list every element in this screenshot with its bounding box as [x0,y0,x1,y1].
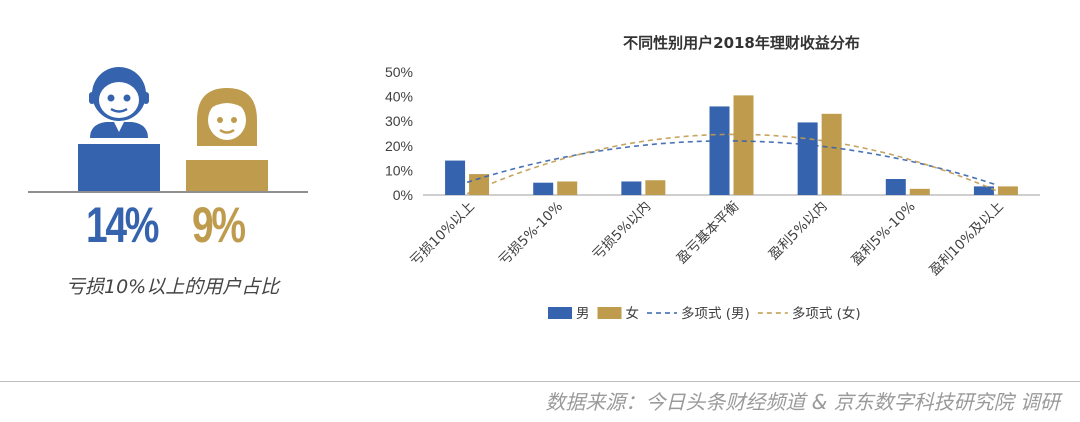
x-tick-label: 亏损5%-10% [496,198,566,268]
x-tick-label: 盈利5%-10% [848,198,918,268]
bar-male [445,160,466,195]
bar-male [973,186,994,195]
bar-female [821,113,842,195]
bar-male [709,106,730,195]
bar-female [733,95,754,195]
chart-svg: 不同性别用户2018年理财收益分布 0% 10% 20% 30% 40% 50% 亏损10%以… [385,34,1040,322]
bar-male [533,182,554,195]
x-tick-label: 亏损10%以上 [407,199,478,270]
x-tick-label: 盈亏基本平衡 [673,198,742,267]
bar-female [557,181,578,195]
y-tick-label: 20% [385,138,413,154]
legend-swatch [597,307,622,319]
bar-male [621,181,642,195]
female-user-icon [186,88,268,192]
y-tick-label: 40% [385,89,413,105]
legend-label: 多项式 (女) [792,305,861,322]
infographic-caption: 亏损10%以上的用户占比 [66,276,280,298]
male-user-icon [78,67,160,192]
bar-male [797,122,818,195]
bar-female [909,188,930,195]
infographic-panel: 14% 9% 亏损10%以上的用户占比 [0,0,340,340]
infographic-baseline [28,191,308,193]
bar-male [885,179,906,195]
trendline-male [466,140,997,186]
legend-swatch [548,307,572,319]
x-tick-label: 盈利10%及以上 [926,199,1006,279]
income-distribution-chart: 不同性别用户2018年理财收益分布 0% 10% 20% 30% 40% 50% 亏损10%以… [365,20,1065,350]
x-tick-label: 盈利5%以内 [766,199,831,264]
bar-female [997,186,1018,195]
legend-label: 多项式 (男) [681,305,750,322]
legend-label: 女 [626,305,640,322]
y-tick-label: 0% [393,187,413,203]
footer-divider [0,381,1080,382]
chart-title: 不同性别用户2018年理财收益分布 [623,34,860,52]
trendline-female [466,133,997,195]
bar-female [469,174,490,195]
bar-female [645,180,666,195]
y-tick-label: 10% [385,162,413,178]
legend-label: 男 [576,306,590,322]
female-percent: 9% [192,197,246,253]
male-percent: 14% [86,197,159,253]
y-tick-label: 30% [385,113,413,129]
data-source: 数据来源：今日头条财经频道 & 京东数字科技研究院 调研 [545,390,1060,414]
x-tick-label: 亏损5%以内 [590,199,655,264]
y-tick-label: 50% [385,64,413,80]
